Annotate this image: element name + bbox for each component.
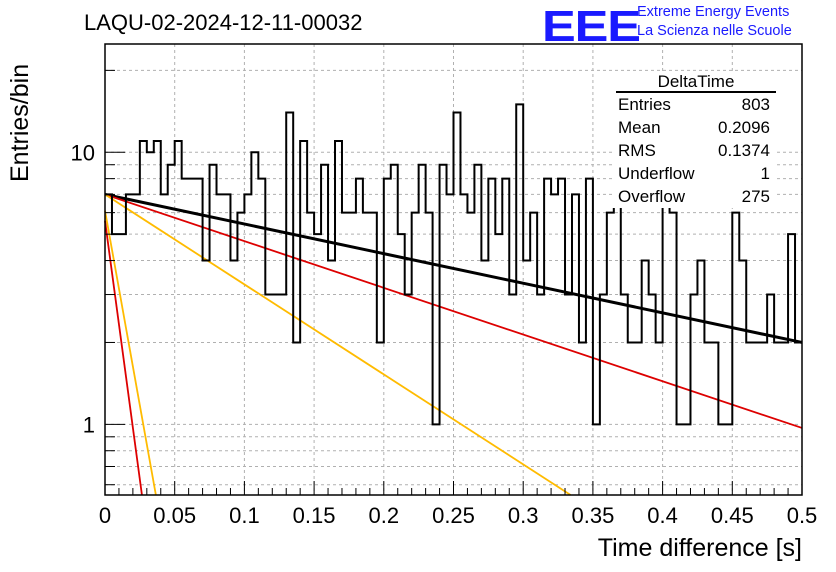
- logo-line-2: La Scienza nelle Scuole: [637, 23, 792, 39]
- stats-row-rms: RMS 0.1374: [612, 139, 776, 162]
- fit-line: [104, 210, 157, 496]
- stats-row-overflow: Overflow 275: [612, 185, 776, 208]
- stats-row-mean: Mean 0.2096: [612, 116, 776, 139]
- stats-label: Entries: [618, 95, 671, 114]
- fit-line: [104, 192, 803, 344]
- stats-value: 803: [741, 95, 770, 114]
- x-tick-label: 0.25: [432, 503, 475, 528]
- x-tick-label: 0.05: [153, 503, 196, 528]
- y-tick-label: 10: [71, 140, 95, 165]
- stats-row-underflow: Underflow 1: [612, 162, 776, 185]
- histogram: [105, 103, 802, 426]
- stats-label: Underflow: [618, 164, 695, 183]
- fit-line: [104, 220, 143, 496]
- stats-value: 275: [741, 187, 770, 206]
- x-tick-label: 0.3: [508, 503, 539, 528]
- tick-labels: 0 0.05 0.1 0.15 0.2 0.25 0.3 0.35 0.4 0.45 0.5 1 10: [71, 140, 818, 528]
- run-title: LAQU-02-2024-12-11-00032: [84, 10, 363, 35]
- stats-title: DeltaTime: [616, 72, 776, 93]
- stats-value: 1: [760, 164, 770, 183]
- stats-label: Overflow: [618, 187, 686, 206]
- y-axis-label: Entries/bin: [6, 63, 34, 182]
- x-tick-label: 0.45: [711, 503, 754, 528]
- logo-line-1: Extreme Energy Events: [637, 4, 790, 20]
- stats-value: 0.1374: [718, 141, 770, 160]
- fit-line: [104, 193, 803, 429]
- x-axis-label: Time difference [s]: [597, 534, 802, 562]
- stats-label: RMS: [618, 141, 656, 160]
- fit-line: [104, 193, 572, 496]
- histogram-steps: [105, 103, 802, 426]
- stats-label: Mean: [618, 118, 661, 137]
- x-tick-label: 0.1: [229, 503, 260, 528]
- stats-box: DeltaTime Entries 803 Mean 0.2096 RMS 0.…: [612, 72, 776, 208]
- eee-logo-caption: Extreme Energy Events La Scienza nelle S…: [637, 3, 792, 41]
- x-tick-label: 0.35: [571, 503, 614, 528]
- stats-row-entries: Entries 803: [612, 93, 776, 116]
- x-tick-label: 0.5: [787, 503, 818, 528]
- fit-curves: [104, 192, 803, 496]
- axis-ticks: [104, 69, 803, 495]
- x-tick-label: 0.4: [647, 503, 678, 528]
- x-tick-label: 0.15: [293, 503, 336, 528]
- x-tick-label: 0: [99, 503, 111, 528]
- x-tick-label: 0.2: [369, 503, 400, 528]
- stats-value: 0.2096: [718, 118, 770, 137]
- eee-logo: EEE: [542, 2, 641, 51]
- y-tick-label: 1: [83, 412, 95, 437]
